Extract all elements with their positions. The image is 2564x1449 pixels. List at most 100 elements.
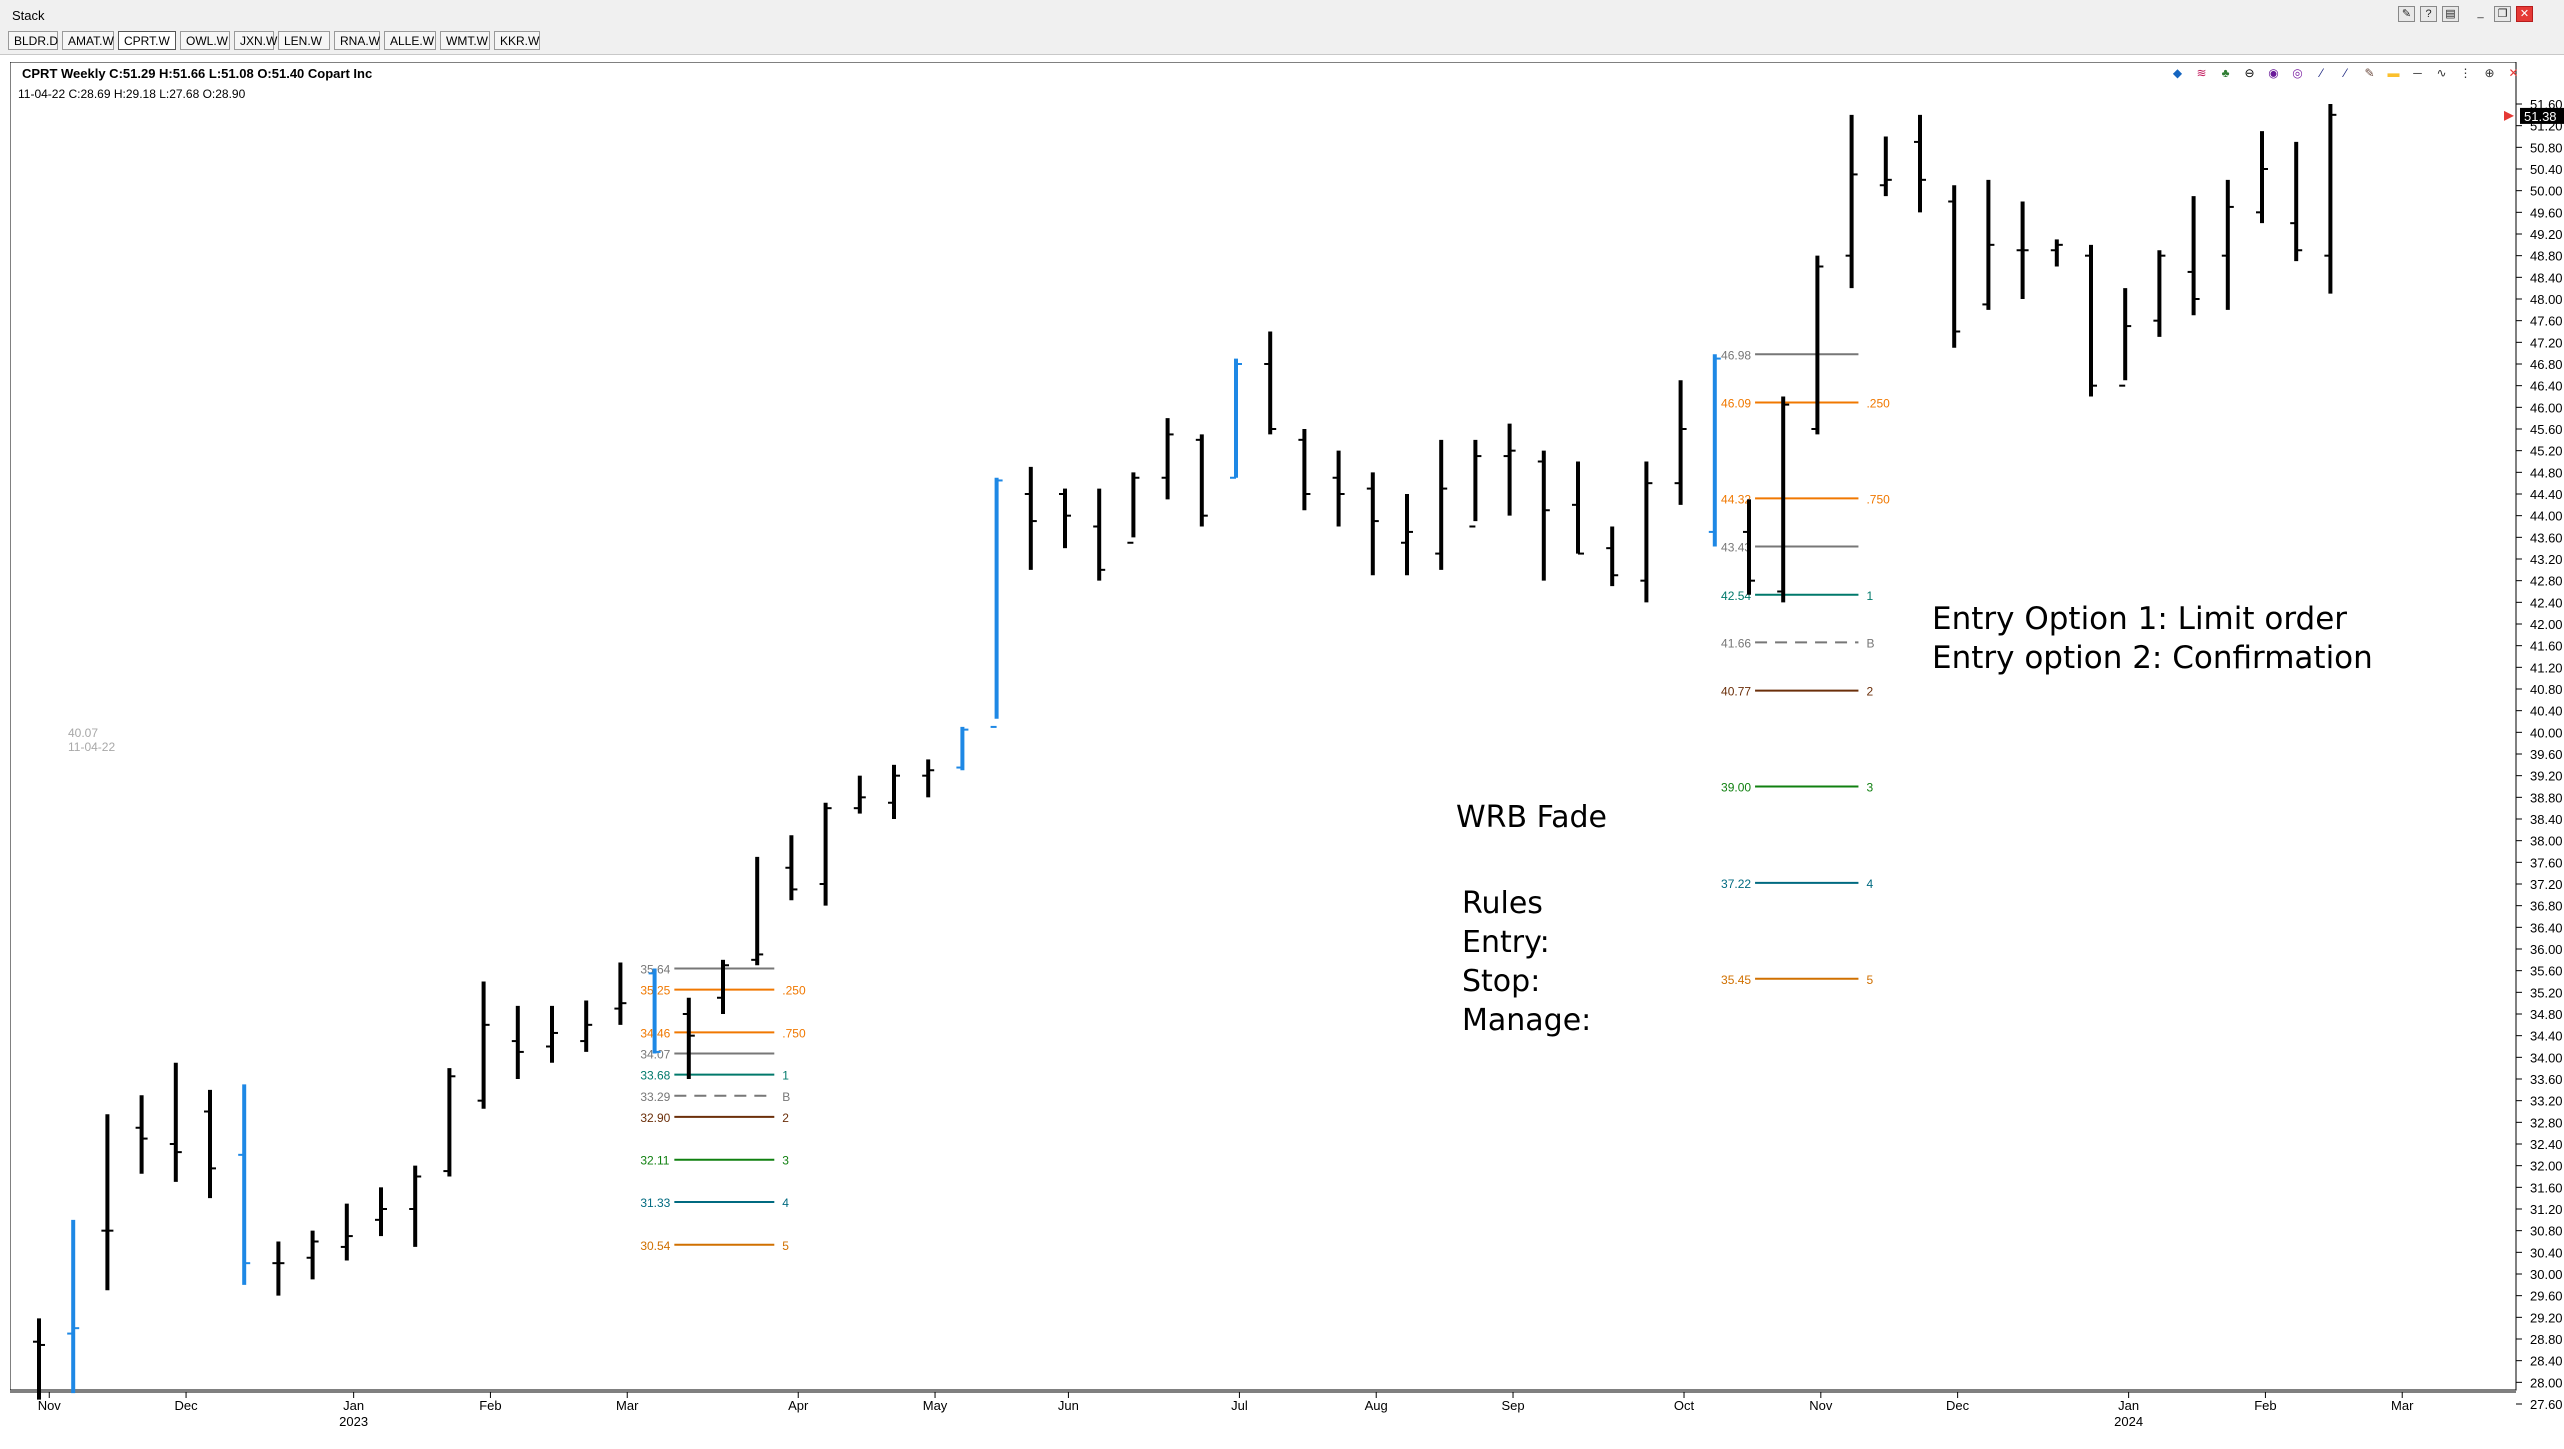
last-price-label: 51.38 xyxy=(2524,109,2557,124)
symbol-tab-bar: BLDR.D AMAT.W CPRT.W OWL.W JXN.W LEN.W RNA.W AL… xyxy=(0,28,2564,55)
y-tick-label: 32.80 xyxy=(2530,1115,2563,1130)
y-tick-label: 44.40 xyxy=(2530,487,2563,502)
y-tick-label: 30.40 xyxy=(2530,1245,2563,1260)
y-tick-label: 47.60 xyxy=(2530,314,2563,329)
tree-icon[interactable]: ♣ xyxy=(2221,66,2230,80)
fib-level-ratio: .250 xyxy=(1866,396,1890,410)
y-tick-label: 50.80 xyxy=(2530,140,2563,155)
stop-circle-icon[interactable]: ⊖ xyxy=(2244,66,2255,80)
x-tick-label: Oct xyxy=(1674,1398,1695,1413)
fib-level-ratio: 4 xyxy=(1866,877,1873,891)
y-tick-label: 43.20 xyxy=(2530,552,2563,567)
y-tick-label: 38.00 xyxy=(2530,834,2563,849)
y-tick-label: 36.40 xyxy=(2530,920,2563,935)
fib-level-ratio: 4 xyxy=(782,1196,789,1210)
window-titlebar: Stack ✎ ? ▤ _ ❐ ✕ xyxy=(0,0,2564,29)
screenshot-icon[interactable]: ✎ xyxy=(2398,6,2415,22)
tab-kkr-w[interactable]: KKR.W xyxy=(494,31,540,50)
y-tick-label: 28.80 xyxy=(2530,1332,2563,1347)
tab-rna-w[interactable]: RNA.W xyxy=(334,31,380,50)
fib-level-price: 43.43 xyxy=(1721,541,1751,555)
y-tick-label: 42.00 xyxy=(2530,617,2563,632)
fib-level-price: 31.33 xyxy=(640,1196,670,1210)
crosshair-icon[interactable]: ⊕ xyxy=(2484,66,2495,80)
note-rules-stop: Stop: xyxy=(1462,964,1541,999)
line-tool-icon[interactable]: ⁄ xyxy=(2320,66,2323,80)
palette-icon[interactable]: ◉ xyxy=(2268,66,2279,80)
y-tick-label: 31.20 xyxy=(2530,1202,2563,1217)
y-tick-label: 29.20 xyxy=(2530,1310,2563,1325)
y-tick-label: 28.00 xyxy=(2530,1375,2563,1390)
fib-level-ratio: .750 xyxy=(1866,492,1890,506)
target-icon[interactable]: ◎ xyxy=(2292,66,2303,80)
x-year-label: 2024 xyxy=(2114,1414,2143,1429)
trend-tool-icon[interactable]: ⁄ xyxy=(2344,66,2347,80)
tab-alle-w[interactable]: ALLE.W xyxy=(384,31,436,50)
y-tick-label: 29.60 xyxy=(2530,1289,2563,1304)
y-tick-label: 44.80 xyxy=(2530,465,2563,480)
last-price-box xyxy=(2520,107,2564,124)
pencil-icon[interactable]: ✎ xyxy=(2364,66,2375,80)
y-tick-label: 34.80 xyxy=(2530,1007,2563,1022)
y-tick-label: 40.80 xyxy=(2530,682,2563,697)
close-button[interactable]: ✕ xyxy=(2516,6,2533,22)
x-tick-label: Nov xyxy=(1809,1398,1833,1413)
fib-level-price: 42.54 xyxy=(1721,589,1751,603)
x-tick-label: Jul xyxy=(1231,1398,1248,1413)
x-year-label: 2023 xyxy=(339,1414,368,1429)
y-tick-label: 34.00 xyxy=(2530,1050,2563,1065)
fib-level-price: 41.66 xyxy=(1721,636,1751,650)
y-tick-label: 34.40 xyxy=(2530,1029,2563,1044)
tab-len-w[interactable]: LEN.W xyxy=(278,31,330,50)
y-tick-label: 49.20 xyxy=(2530,227,2563,242)
rectangle-icon[interactable]: ▬ xyxy=(2387,66,2400,80)
fan-icon[interactable]: ≋ xyxy=(2196,66,2207,80)
tab-wmt-w[interactable]: WMT.W xyxy=(440,31,490,50)
split-icon[interactable]: ⋮ xyxy=(2459,66,2472,80)
y-tick-label: 33.20 xyxy=(2530,1094,2563,1109)
fib-level-price: 46.09 xyxy=(1721,396,1751,410)
y-tick-label: 38.40 xyxy=(2530,812,2563,827)
y-tick-label: 46.00 xyxy=(2530,400,2563,415)
clipboard-icon[interactable]: ▤ xyxy=(2442,6,2459,22)
tab-jxn-w[interactable]: JXN.W xyxy=(234,31,277,50)
tab-owl-w[interactable]: OWL.W xyxy=(180,31,230,50)
close-icon[interactable]: ✕ xyxy=(2508,66,2519,80)
y-tick-label: 36.80 xyxy=(2530,899,2563,914)
restore-button[interactable]: ❐ xyxy=(2494,6,2511,22)
layers-icon[interactable]: ◆ xyxy=(2172,66,2183,80)
x-tick-label: Jun xyxy=(1058,1398,1079,1413)
y-tick-label: 41.60 xyxy=(2530,639,2563,654)
help-icon[interactable]: ? xyxy=(2420,6,2437,22)
tab-amat-w[interactable]: AMAT.W xyxy=(62,31,114,50)
x-tick-label: Aug xyxy=(1365,1398,1388,1413)
note-rules-entry: Entry: xyxy=(1462,925,1550,960)
y-tick-label: 33.60 xyxy=(2530,1072,2563,1087)
minimize-button[interactable]: _ xyxy=(2477,7,2484,19)
x-tick-label: Jan xyxy=(2118,1398,2139,1413)
fib-level-ratio: B xyxy=(1866,636,1874,650)
y-tick-label: 27.60 xyxy=(2530,1397,2563,1412)
tab-bldr-d[interactable]: BLDR.D xyxy=(8,31,58,50)
y-tick-label: 32.00 xyxy=(2530,1159,2563,1174)
x-tick-label: Mar xyxy=(616,1398,639,1413)
y-tick-label: 45.60 xyxy=(2530,422,2563,437)
y-tick-label: 44.00 xyxy=(2530,509,2563,524)
tab-cprt-w[interactable]: CPRT.W xyxy=(118,31,176,50)
note-entry-option-1: Entry Option 1: Limit order xyxy=(1932,601,2348,637)
y-tick-label: 48.80 xyxy=(2530,249,2563,264)
y-tick-label: 45.20 xyxy=(2530,444,2563,459)
fib-level-price: 32.11 xyxy=(640,1154,669,1168)
chart-area[interactable]: 51.60 51.20 50.80 50.40 50.00 49.60 49.20 48.80… xyxy=(9,61,2564,1444)
y-tick-label: 43.60 xyxy=(2530,530,2563,545)
fib-level-ratio: 3 xyxy=(782,1154,789,1168)
zigzag-icon[interactable]: ∿ xyxy=(2436,66,2447,80)
ohlc-chart[interactable]: 51.6051.2050.8050.4050.0049.6049.2048.80… xyxy=(9,61,2564,1444)
fib-level-price: 40.77 xyxy=(1721,685,1751,699)
y-tick-label: 39.60 xyxy=(2530,747,2563,762)
fib-level-ratio: 1 xyxy=(782,1069,789,1083)
hline-icon[interactable]: ─ xyxy=(2413,66,2422,80)
fib-level-price: 30.54 xyxy=(640,1239,670,1253)
y-tick-label: 48.00 xyxy=(2530,292,2563,307)
fib-level-price: 34.07 xyxy=(640,1048,670,1062)
